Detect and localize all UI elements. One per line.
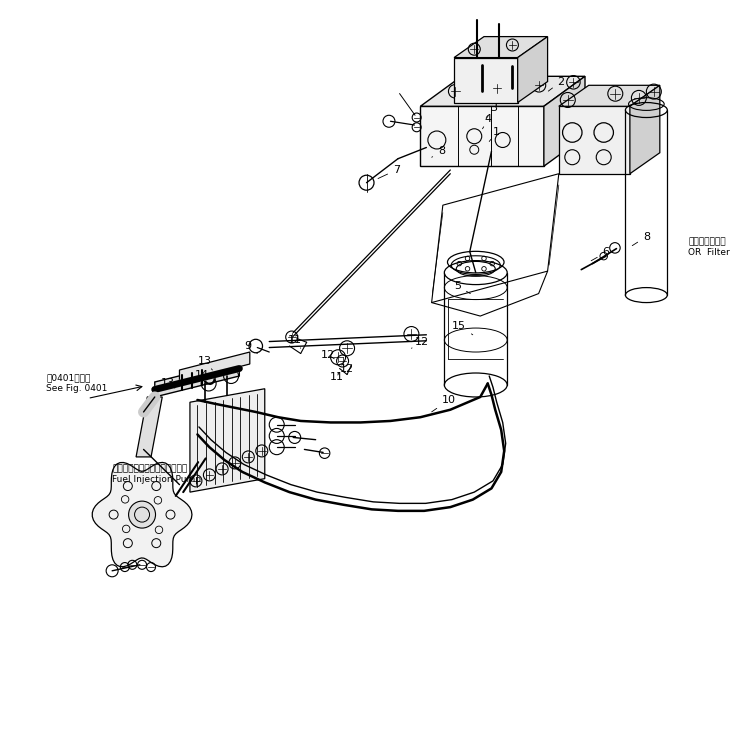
Text: 9: 9 xyxy=(245,341,258,353)
Text: 12: 12 xyxy=(321,350,336,360)
Polygon shape xyxy=(421,76,585,106)
Text: 10: 10 xyxy=(432,395,456,412)
Text: 8: 8 xyxy=(432,146,445,157)
Text: 8: 8 xyxy=(632,232,650,246)
Text: 13: 13 xyxy=(198,356,213,370)
Text: 第0401図参照
See Fig. 0401: 第0401図参照 See Fig. 0401 xyxy=(47,374,107,393)
Text: 13: 13 xyxy=(161,378,175,389)
Polygon shape xyxy=(92,462,192,567)
Polygon shape xyxy=(136,397,162,457)
Text: 12: 12 xyxy=(412,338,429,348)
Polygon shape xyxy=(544,76,585,166)
Text: 11: 11 xyxy=(288,335,302,348)
Polygon shape xyxy=(454,37,547,58)
Polygon shape xyxy=(630,85,660,174)
Text: 6: 6 xyxy=(591,247,610,261)
Polygon shape xyxy=(559,106,630,174)
Text: 1: 1 xyxy=(489,127,500,141)
Polygon shape xyxy=(454,58,517,102)
Text: 15: 15 xyxy=(452,321,473,335)
Circle shape xyxy=(128,501,155,528)
Polygon shape xyxy=(155,361,240,397)
Text: 7: 7 xyxy=(378,165,400,178)
Polygon shape xyxy=(517,37,547,102)
Text: 3: 3 xyxy=(486,103,497,117)
Text: 2: 2 xyxy=(548,77,565,91)
Text: 14: 14 xyxy=(195,369,209,380)
Polygon shape xyxy=(190,389,265,492)
Text: 11: 11 xyxy=(330,372,344,383)
Text: 5: 5 xyxy=(454,281,470,293)
Polygon shape xyxy=(421,106,544,166)
Text: 12: 12 xyxy=(340,363,354,374)
Polygon shape xyxy=(179,352,250,382)
Polygon shape xyxy=(559,85,660,106)
Text: オイルフィルタ
OR  Filter: オイルフィルタ OR Filter xyxy=(688,238,730,257)
Text: 4: 4 xyxy=(482,114,492,129)
Text: フェルインジェクションポンプ
Fuel Injection Pump: フェルインジェクションポンプ Fuel Injection Pump xyxy=(112,465,201,484)
